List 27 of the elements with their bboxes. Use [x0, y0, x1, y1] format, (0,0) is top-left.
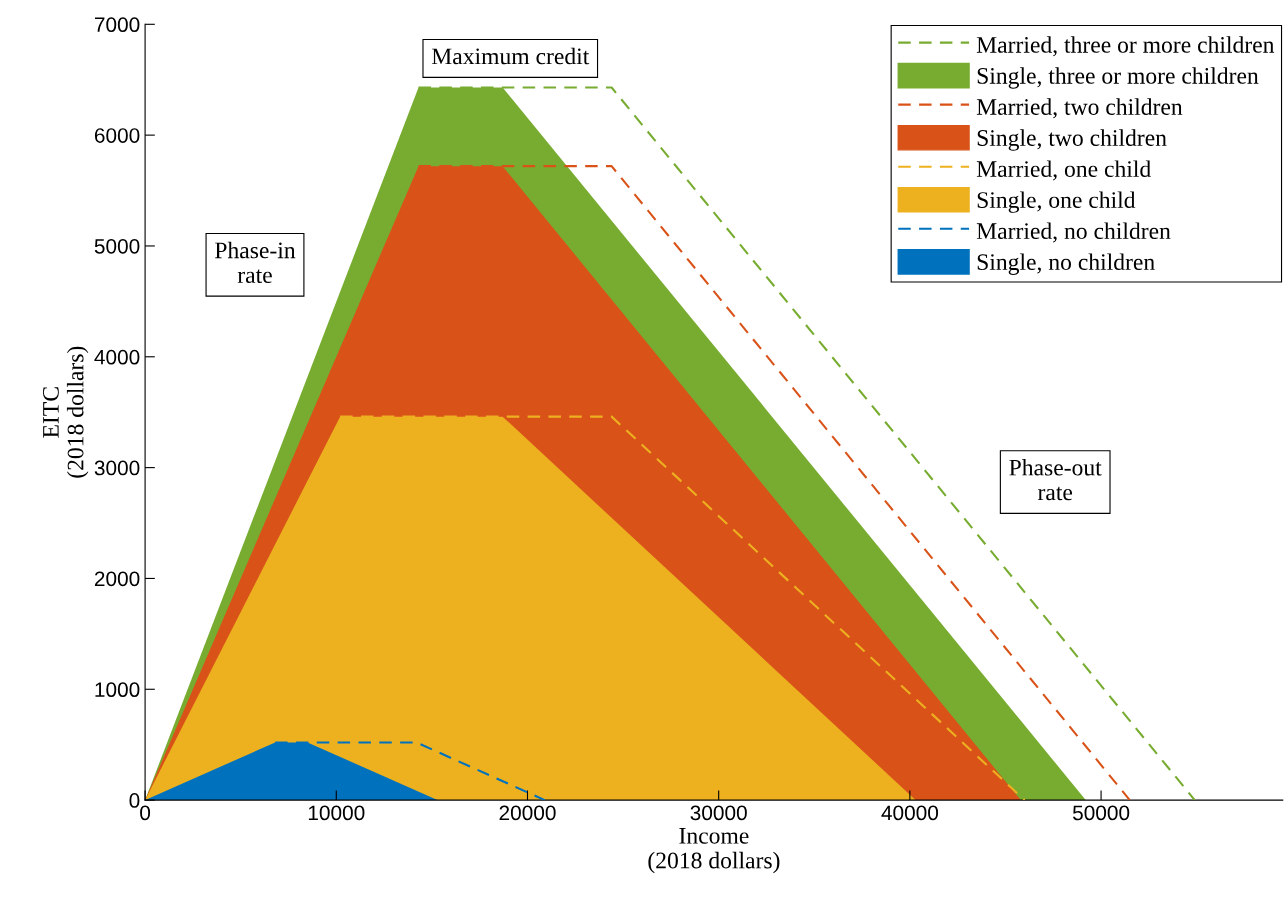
legend-label: Married, three or more children [976, 36, 1275, 57]
y-tick-label: 2000 [94, 571, 140, 587]
legend-label: Single, one child [977, 191, 1136, 213]
y-tick-label: 4000 [94, 349, 140, 365]
legend-label: Single, three or more children [977, 67, 1259, 89]
x-tick-label: 30000 [690, 805, 747, 821]
legend-label: Married, one child [976, 160, 1151, 181]
legend-label: Single, no children [977, 253, 1155, 275]
x-axis-title: Income (2018 dollars) [648, 828, 780, 874]
x-tick-label: 0 [140, 805, 151, 821]
legend-label: Married, two children [976, 98, 1183, 119]
x-tick-label: 10000 [308, 805, 365, 821]
x-tick-label: 50000 [1072, 805, 1130, 821]
y-tick-label: 0 [129, 793, 140, 808]
y-tick-label: 6000 [94, 128, 140, 143]
y-tick-label: 3000 [94, 460, 140, 476]
y-tick-label: 5000 [94, 238, 140, 254]
y-axis-title: EITC (2018 dollars) [42, 346, 89, 478]
annotation: Phase-out rate [1009, 458, 1102, 501]
annotation: Phase-in rate [215, 241, 296, 284]
y-tick-label: 1000 [95, 682, 140, 698]
y-tick-label: 7000 [94, 17, 140, 33]
x-tick-label: 40000 [881, 805, 939, 821]
x-tick-label: 20000 [499, 805, 556, 821]
annotation: Maximum credit [431, 47, 590, 65]
legend-label: Single, two children [977, 129, 1167, 151]
legend-label: Married, no children [976, 222, 1171, 243]
